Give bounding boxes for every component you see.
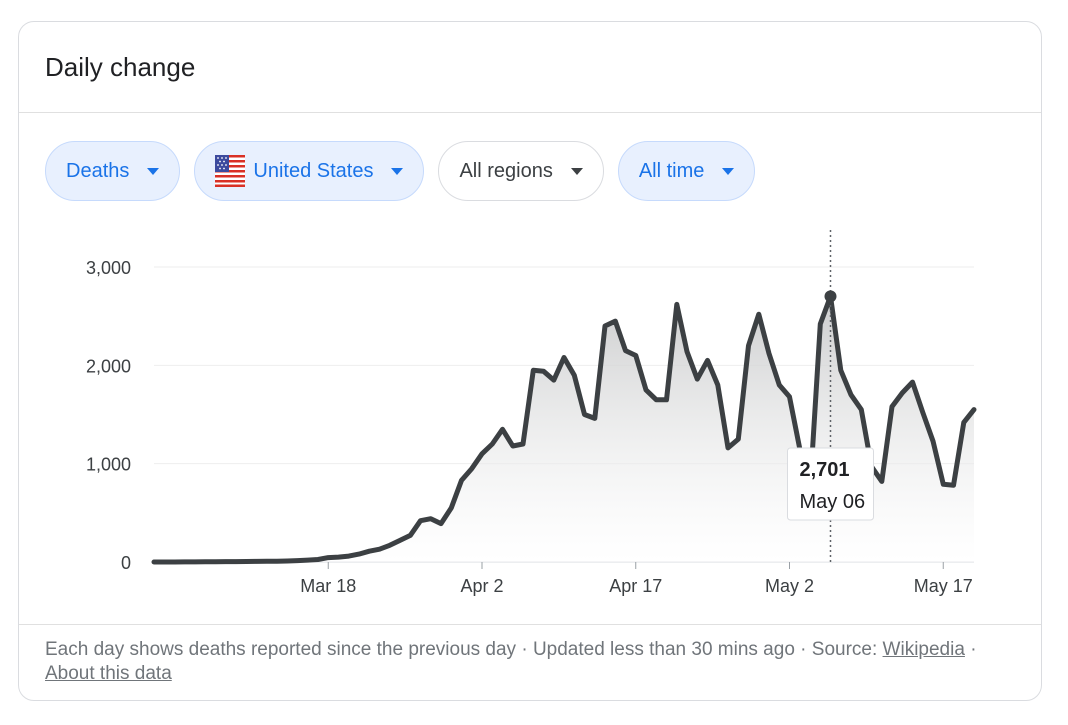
tooltip: 2,701 May 06 [787, 447, 874, 521]
source-link[interactable]: Wikipedia [882, 639, 965, 660]
y-axis: 0 1,000 2,000 3,000 [86, 258, 131, 573]
x-tick-label: May 17 [914, 576, 973, 596]
y-tick-label: 0 [121, 553, 131, 573]
card-title: Daily change [45, 52, 196, 82]
about-data-link[interactable]: About this data [45, 663, 172, 684]
country-filter-chip[interactable]: United States [194, 141, 425, 201]
us-flag-icon [215, 155, 246, 187]
region-filter-chip[interactable]: All regions [438, 141, 604, 201]
x-tick-label: Mar 18 [300, 576, 356, 596]
metric-filter-chip[interactable]: Deaths [45, 141, 181, 201]
tooltip-box [787, 447, 874, 521]
time-filter-label: All time [638, 159, 705, 182]
tooltip-value: 2,701 [800, 459, 850, 481]
caret-down-icon [147, 167, 160, 175]
footer-separator: · [970, 639, 977, 660]
tooltip-date: May 06 [800, 491, 866, 513]
x-tick-label: Apr 2 [460, 576, 503, 596]
caret-down-icon [570, 167, 583, 175]
footer-source-prefix: · Source: [800, 639, 878, 660]
x-axis: Mar 18 Apr 2 Apr 17 May 2 May 17 [300, 562, 973, 596]
chart-footer: Each day shows deaths reported since the… [45, 638, 1005, 686]
series-line [151, 293, 977, 565]
caret-down-icon [722, 167, 735, 175]
country-filter-label: United States [253, 159, 374, 182]
y-tick-label: 2,000 [86, 356, 131, 376]
highlight-point [824, 290, 837, 303]
caret-down-icon [391, 167, 404, 175]
y-tick-label: 1,000 [86, 455, 131, 475]
header-divider [19, 112, 1041, 113]
metric-filter-label: Deaths [66, 159, 130, 182]
footer-divider [19, 624, 1041, 625]
daily-change-card: Daily change Deaths [18, 21, 1042, 701]
x-tick-label: May 2 [765, 576, 814, 596]
time-filter-chip[interactable]: All time [617, 141, 756, 201]
footer-description: Each day shows deaths reported since the… [45, 639, 795, 660]
x-tick-label: Apr 17 [609, 576, 662, 596]
series-area [154, 296, 974, 562]
y-tick-label: 3,000 [86, 258, 131, 278]
region-filter-label: All regions [459, 159, 553, 182]
filter-chips: Deaths [45, 141, 756, 203]
